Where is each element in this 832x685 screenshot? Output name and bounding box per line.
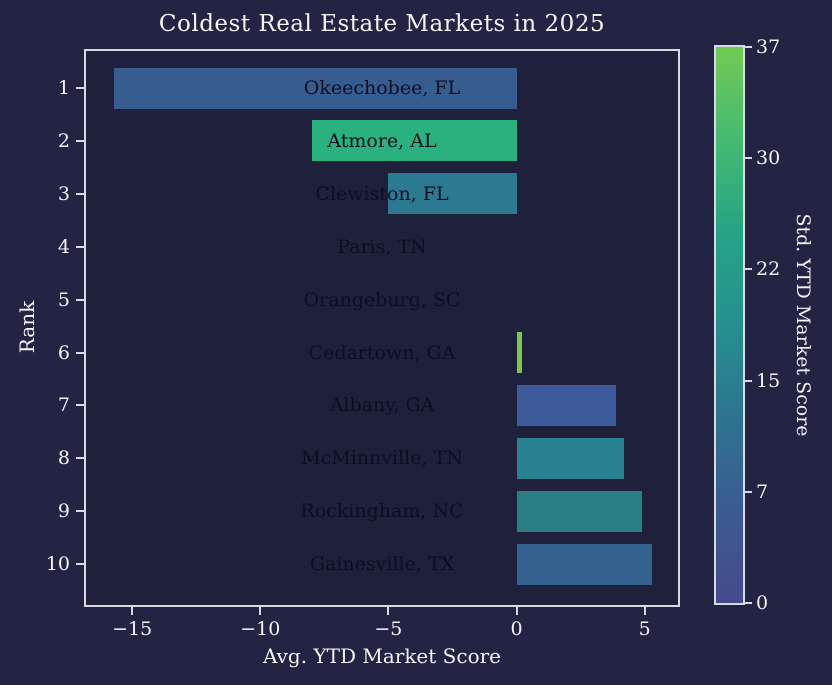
y-tick xyxy=(76,245,84,248)
bar-rank-2 xyxy=(311,120,517,162)
x-tick xyxy=(515,607,518,615)
y-tick-label: 10 xyxy=(45,553,70,576)
x-tick xyxy=(387,607,390,615)
bar-label-rank-7: Albany, GA xyxy=(329,394,435,417)
x-tick xyxy=(259,607,262,615)
colorbar-tick xyxy=(745,46,752,48)
y-tick-label: 3 xyxy=(57,182,70,205)
bar-rank-6 xyxy=(516,332,522,373)
x-tick-label: −10 xyxy=(240,618,281,640)
colorbar-tick-label: 7 xyxy=(756,480,769,503)
y-tick-label: 1 xyxy=(57,77,70,99)
bar-label-rank-3: Clewiston, FL xyxy=(315,182,449,205)
y-tick-label: 9 xyxy=(57,500,70,523)
y-tick-label: 2 xyxy=(57,129,70,152)
colorbar-tick xyxy=(745,268,752,271)
y-tick-label: 6 xyxy=(57,341,70,364)
y-tick-label: 4 xyxy=(57,235,70,258)
colorbar-tick-label: 37 xyxy=(756,36,781,58)
bar-rank-3 xyxy=(388,173,517,215)
bar-label-rank-10: Gainesville, TX xyxy=(309,553,455,576)
x-tick xyxy=(131,607,134,615)
bar-label-rank-2: Atmore, AL xyxy=(327,129,437,152)
colorbar-tick xyxy=(745,157,752,160)
x-axis-title: Avg. YTD Market Score xyxy=(262,644,502,668)
colorbar-tick-label: 0 xyxy=(756,592,769,614)
colorbar-tick-label: 15 xyxy=(756,369,781,392)
bar-label-rank-6: Cedartown, GA xyxy=(308,341,456,364)
bar-label-rank-8: McMinnville, TN xyxy=(301,447,463,470)
colorbar-tick xyxy=(745,490,752,493)
y-tick-label: 7 xyxy=(57,394,70,417)
colorbar-tick xyxy=(745,602,752,604)
y-tick xyxy=(76,87,84,89)
y-tick xyxy=(76,139,84,142)
bar-label-rank-4: Paris, TN xyxy=(337,235,427,258)
bar-label-rank-1: Okeechobee, FL xyxy=(303,77,461,99)
y-tick xyxy=(76,563,84,566)
bar-label-rank-9: Rockingham, NC xyxy=(300,500,464,523)
y-tick-label: 8 xyxy=(57,447,70,470)
colorbar-tick-label: 22 xyxy=(756,258,781,281)
bar-rank-1 xyxy=(114,67,517,109)
colorbar-title: Std. YTD Market Score xyxy=(792,213,814,437)
x-tick-label: −5 xyxy=(374,618,403,640)
y-tick xyxy=(76,351,84,354)
y-tick xyxy=(76,192,84,195)
bar-rank-8 xyxy=(516,437,625,479)
x-tick-label: 0 xyxy=(510,618,523,640)
bar-rank-7 xyxy=(516,384,617,426)
x-tick-label: 5 xyxy=(638,618,651,640)
bar-rank-9 xyxy=(516,490,643,532)
plot-area: Okeechobee, FL Atmore, AL Clewiston, FL Par… xyxy=(84,49,680,607)
y-tick xyxy=(76,457,84,460)
colorbar-tick xyxy=(745,379,752,382)
x-tick-label: −15 xyxy=(112,618,153,640)
y-tick xyxy=(76,404,84,407)
chart-title: Coldest Real Estate Markets in 2025 xyxy=(158,11,606,37)
y-tick xyxy=(76,298,84,301)
colorbar-gradient xyxy=(714,45,745,605)
bar-label-rank-5: Orangeburg, SC xyxy=(303,288,461,311)
y-tick-label: 5 xyxy=(57,288,70,311)
bar-rank-10 xyxy=(516,543,653,585)
y-tick xyxy=(76,510,84,513)
x-tick xyxy=(643,607,646,615)
colorbar-tick-label: 30 xyxy=(756,147,781,170)
